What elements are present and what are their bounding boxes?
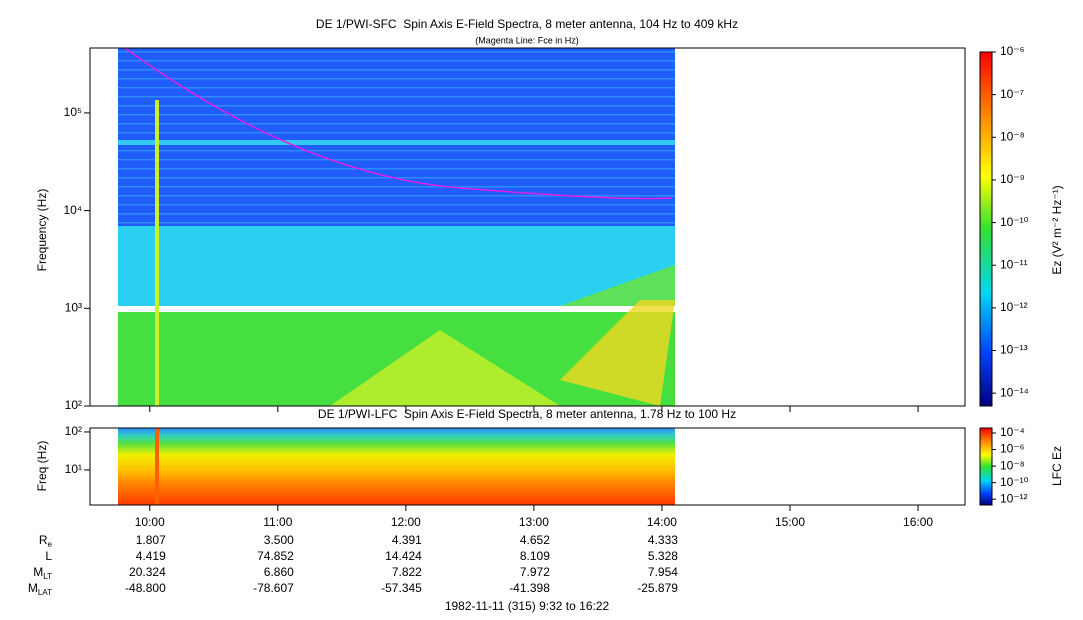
y-tick-label: 10²	[65, 424, 82, 438]
colorbar	[979, 427, 993, 506]
ephemeris-value: 7.954	[648, 565, 678, 579]
ephemeris-label: L	[45, 549, 52, 563]
footer: 1982-11-11 (315) 9:32 to 16:22	[445, 599, 610, 613]
ephemeris-value: 5.328	[648, 549, 678, 563]
colorbar-tick-label: 10⁻¹⁴	[1000, 385, 1029, 399]
colorbar-tick-label: 10⁻⁹	[1000, 172, 1025, 186]
colorbar-tick-label: 10⁻⁴	[1000, 425, 1025, 439]
ephemeris-value: 4.652	[520, 533, 550, 547]
x-tick-label: 12:00	[391, 515, 421, 529]
y-tick-label: 10²	[65, 398, 82, 412]
ephemeris-label-sub: e	[48, 540, 53, 549]
plot-frame	[89, 427, 966, 506]
colorbar-tick-label: 10⁻⁷	[1000, 87, 1024, 101]
ephemeris-value: 1.807	[136, 533, 166, 547]
x-tick-label: 15:00	[775, 515, 805, 529]
colorbar-tick-label: 10⁻¹²	[1000, 491, 1028, 505]
ephemeris-label-main: M	[28, 581, 38, 595]
y-tick-label: 10⁵	[64, 105, 82, 119]
ephemeris-label: MLAT	[28, 581, 52, 597]
ephemeris-label: MLT	[33, 565, 52, 581]
ephemeris-value: -25.879	[637, 581, 678, 595]
x-tick-label: 16:00	[903, 515, 933, 529]
ephemeris-value: 14.424	[385, 549, 422, 563]
x-tick-label: 11:00	[263, 515, 292, 529]
ephemeris-label-main: M	[33, 565, 43, 579]
colorbar-tick-label: 10⁻¹¹	[1000, 257, 1028, 271]
ephemeris-label-sub: LAT	[38, 588, 52, 597]
colorbar-tick-label: 10⁻¹²	[1000, 300, 1028, 314]
ephemeris-value: 4.419	[136, 549, 166, 563]
ephemeris-value: 3.500	[264, 533, 294, 547]
ephemeris-label-main: L	[45, 549, 52, 563]
ephemeris-label-main: R	[39, 533, 48, 547]
ephemeris-value: 7.972	[520, 565, 550, 579]
ephemeris-value: -48.800	[125, 581, 166, 595]
chart-title: DE 1/PWI-LFC Spin Axis E-Field Spectra, …	[318, 407, 736, 421]
chart-subtitle: (Magenta Line: Fce in Hz)	[475, 35, 579, 45]
x-tick-label: 14:00	[647, 515, 677, 529]
plot-frame	[89, 47, 966, 407]
fce-line	[124, 47, 673, 200]
ephemeris-value: 4.333	[648, 533, 678, 547]
colorbar-tick-label: 10⁻⁸	[1000, 458, 1025, 472]
y-axis-label: Frequency (Hz)	[35, 189, 49, 272]
colorbar-tick-label: 10⁻¹⁰	[1000, 475, 1029, 489]
ephemeris-value: -78.607	[253, 581, 294, 595]
colorbar-tick-label: 10⁻⁶	[1000, 442, 1025, 456]
y-tick-label: 10¹	[65, 462, 82, 476]
ephemeris-value: 4.391	[392, 533, 422, 547]
ephemeris-value: -41.398	[509, 581, 550, 595]
colorbar-tick-label: 10⁻⁶	[1000, 44, 1025, 58]
y-axis-label: Freq (Hz)	[35, 441, 49, 492]
y-tick-label: 10³	[65, 300, 82, 314]
ephemeris-value: 74.852	[257, 549, 294, 563]
ephemeris-value: 6.860	[264, 565, 294, 579]
colorbar-tick-label: 10⁻¹⁰	[1000, 215, 1029, 229]
ephemeris-value: 20.324	[129, 565, 166, 579]
y-tick-label: 10⁴	[63, 203, 82, 217]
colorbar-tick-label: 10⁻¹³	[1000, 343, 1028, 357]
ephemeris-label-sub: LT	[43, 572, 52, 581]
ephemeris-value: -57.345	[381, 581, 422, 595]
x-tick-label: 13:00	[519, 515, 549, 529]
colorbar-label: Ez (V² m⁻² Hz⁻¹)	[1050, 185, 1064, 274]
colorbar-label: LFC Ez	[1050, 446, 1064, 486]
x-tick-label: 10:00	[135, 515, 165, 529]
ephemeris-value: 7.822	[392, 565, 422, 579]
colorbar-tick-label: 10⁻⁸	[1000, 129, 1025, 143]
colorbar	[979, 51, 993, 407]
ephemeris-value: 8.109	[520, 549, 550, 563]
chart-title: DE 1/PWI-SFC Spin Axis E-Field Spectra, …	[316, 17, 738, 31]
spectrogram-image	[118, 47, 675, 505]
ephemeris-label: Re	[39, 533, 53, 549]
